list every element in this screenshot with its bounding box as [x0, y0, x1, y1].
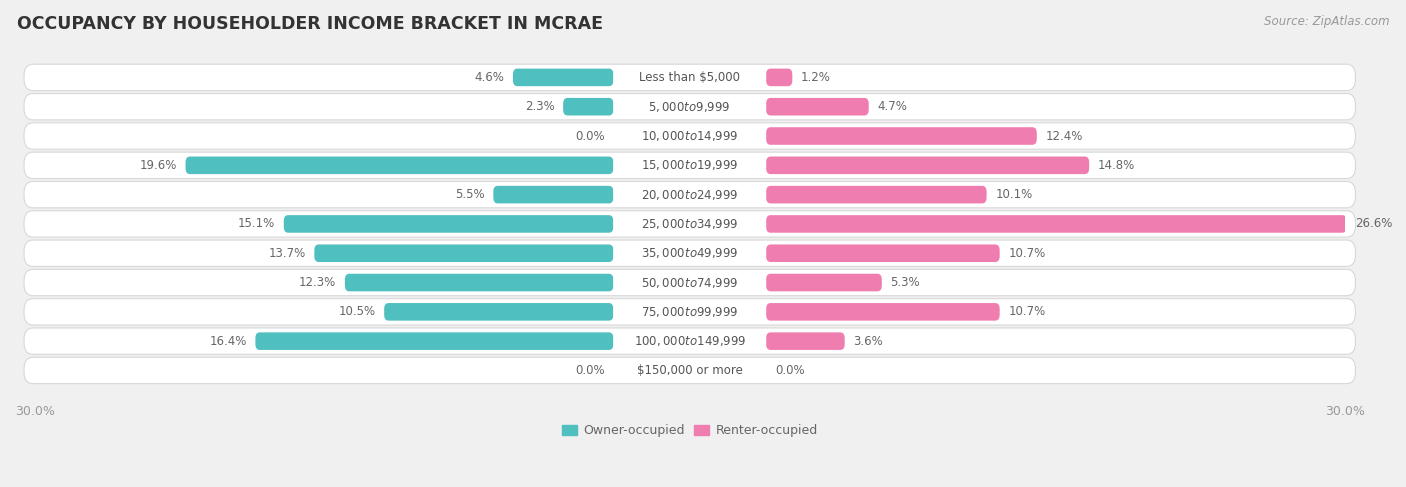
FancyBboxPatch shape — [613, 303, 766, 320]
FancyBboxPatch shape — [24, 123, 1355, 149]
FancyBboxPatch shape — [24, 94, 1355, 120]
Text: $5,000 to $9,999: $5,000 to $9,999 — [648, 100, 731, 113]
Text: 2.3%: 2.3% — [524, 100, 554, 113]
FancyBboxPatch shape — [24, 211, 1355, 237]
Text: 3.6%: 3.6% — [853, 335, 883, 348]
FancyBboxPatch shape — [766, 244, 1000, 262]
FancyBboxPatch shape — [766, 98, 869, 115]
Text: 10.7%: 10.7% — [1008, 247, 1046, 260]
Text: $35,000 to $49,999: $35,000 to $49,999 — [641, 246, 738, 260]
FancyBboxPatch shape — [24, 299, 1355, 325]
FancyBboxPatch shape — [24, 357, 1355, 384]
FancyBboxPatch shape — [256, 332, 613, 350]
Text: 15.1%: 15.1% — [238, 217, 276, 230]
FancyBboxPatch shape — [284, 215, 613, 233]
FancyBboxPatch shape — [766, 303, 1000, 320]
Text: 12.3%: 12.3% — [299, 276, 336, 289]
Text: 0.0%: 0.0% — [575, 130, 605, 143]
Text: OCCUPANCY BY HOUSEHOLDER INCOME BRACKET IN MCRAE: OCCUPANCY BY HOUSEHOLDER INCOME BRACKET … — [17, 15, 603, 33]
FancyBboxPatch shape — [766, 156, 1090, 174]
Text: $10,000 to $14,999: $10,000 to $14,999 — [641, 129, 738, 143]
Text: Less than $5,000: Less than $5,000 — [640, 71, 740, 84]
Text: $50,000 to $74,999: $50,000 to $74,999 — [641, 276, 738, 290]
FancyBboxPatch shape — [513, 69, 613, 86]
FancyBboxPatch shape — [613, 244, 766, 262]
FancyBboxPatch shape — [564, 98, 613, 115]
Text: 16.4%: 16.4% — [209, 335, 246, 348]
FancyBboxPatch shape — [24, 64, 1355, 91]
Text: $100,000 to $149,999: $100,000 to $149,999 — [634, 334, 747, 348]
FancyBboxPatch shape — [494, 186, 613, 204]
Text: $15,000 to $19,999: $15,000 to $19,999 — [641, 158, 738, 172]
Text: 5.5%: 5.5% — [456, 188, 485, 201]
FancyBboxPatch shape — [613, 127, 766, 145]
FancyBboxPatch shape — [766, 274, 882, 291]
FancyBboxPatch shape — [24, 269, 1355, 296]
Text: 4.7%: 4.7% — [877, 100, 907, 113]
FancyBboxPatch shape — [24, 182, 1355, 208]
Text: 4.6%: 4.6% — [474, 71, 505, 84]
Text: 26.6%: 26.6% — [1355, 217, 1393, 230]
Text: 10.7%: 10.7% — [1008, 305, 1046, 318]
FancyBboxPatch shape — [613, 98, 766, 115]
FancyBboxPatch shape — [766, 127, 1036, 145]
FancyBboxPatch shape — [384, 303, 613, 320]
FancyBboxPatch shape — [766, 332, 845, 350]
Text: Source: ZipAtlas.com: Source: ZipAtlas.com — [1264, 15, 1389, 28]
FancyBboxPatch shape — [766, 186, 987, 204]
Text: 1.2%: 1.2% — [801, 71, 831, 84]
FancyBboxPatch shape — [24, 328, 1355, 355]
FancyBboxPatch shape — [613, 69, 766, 86]
FancyBboxPatch shape — [344, 274, 613, 291]
FancyBboxPatch shape — [613, 332, 766, 350]
Text: 19.6%: 19.6% — [139, 159, 177, 172]
Text: 14.8%: 14.8% — [1098, 159, 1135, 172]
Text: 12.4%: 12.4% — [1046, 130, 1083, 143]
FancyBboxPatch shape — [766, 215, 1347, 233]
FancyBboxPatch shape — [186, 156, 613, 174]
FancyBboxPatch shape — [24, 152, 1355, 179]
Text: 13.7%: 13.7% — [269, 247, 305, 260]
Text: 0.0%: 0.0% — [575, 364, 605, 377]
FancyBboxPatch shape — [613, 186, 766, 204]
FancyBboxPatch shape — [613, 274, 766, 291]
FancyBboxPatch shape — [315, 244, 613, 262]
Text: $25,000 to $34,999: $25,000 to $34,999 — [641, 217, 738, 231]
Text: 10.5%: 10.5% — [339, 305, 375, 318]
FancyBboxPatch shape — [613, 362, 766, 379]
FancyBboxPatch shape — [613, 156, 766, 174]
Text: 0.0%: 0.0% — [775, 364, 804, 377]
Text: $20,000 to $24,999: $20,000 to $24,999 — [641, 187, 738, 202]
Text: $150,000 or more: $150,000 or more — [637, 364, 742, 377]
FancyBboxPatch shape — [766, 69, 793, 86]
Text: 10.1%: 10.1% — [995, 188, 1032, 201]
FancyBboxPatch shape — [613, 215, 766, 233]
Text: $75,000 to $99,999: $75,000 to $99,999 — [641, 305, 738, 319]
Text: 5.3%: 5.3% — [890, 276, 920, 289]
FancyBboxPatch shape — [24, 240, 1355, 266]
Legend: Owner-occupied, Renter-occupied: Owner-occupied, Renter-occupied — [557, 419, 823, 442]
